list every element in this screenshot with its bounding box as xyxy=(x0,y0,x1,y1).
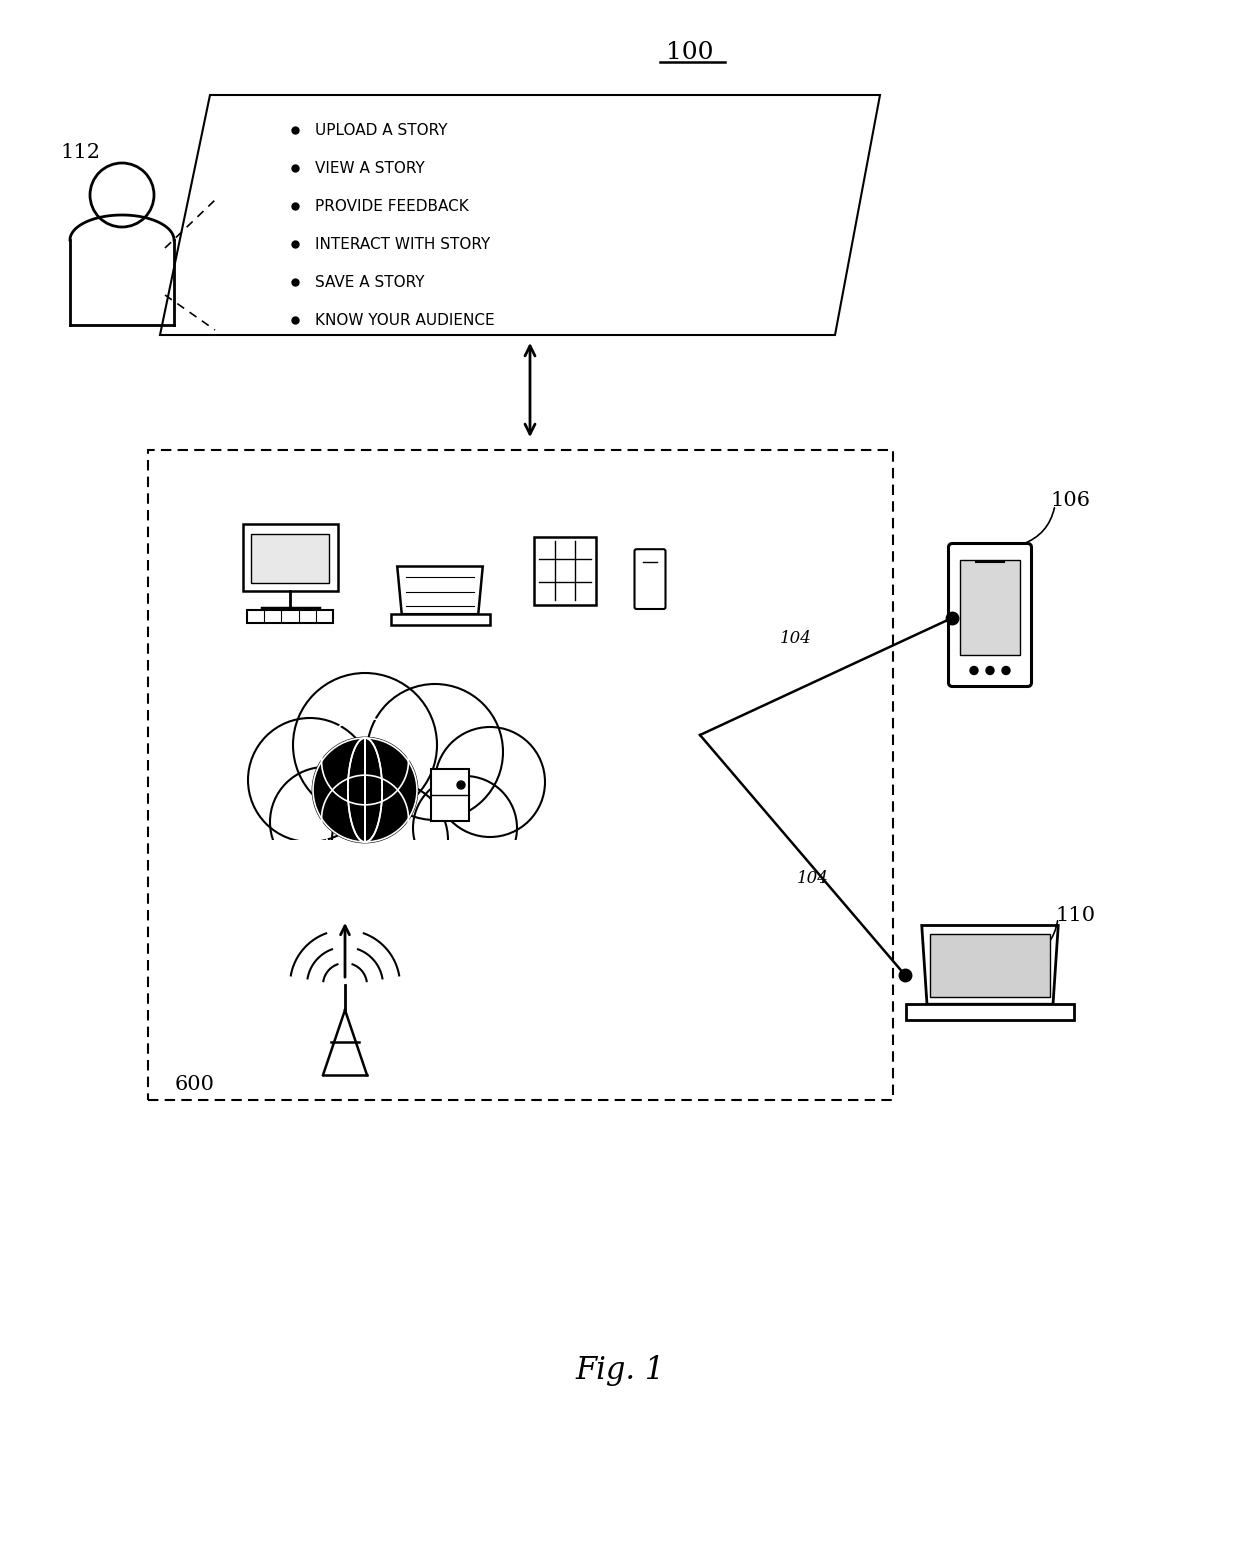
Circle shape xyxy=(413,775,517,880)
Text: VIEW A STORY: VIEW A STORY xyxy=(315,160,425,176)
Text: 110: 110 xyxy=(1055,906,1095,925)
FancyBboxPatch shape xyxy=(906,1004,1074,1020)
Text: INTERACT WITH STORY: INTERACT WITH STORY xyxy=(315,237,490,252)
Circle shape xyxy=(248,718,372,842)
FancyBboxPatch shape xyxy=(930,934,1050,996)
FancyBboxPatch shape xyxy=(960,559,1021,654)
Text: PROVIDE FEEDBACK: PROVIDE FEEDBACK xyxy=(315,198,469,213)
Text: KNOW YOUR AUDIENCE: KNOW YOUR AUDIENCE xyxy=(315,313,495,327)
Circle shape xyxy=(435,727,546,838)
FancyBboxPatch shape xyxy=(949,543,1032,687)
Text: Fig. 1: Fig. 1 xyxy=(575,1355,665,1386)
Text: 600: 600 xyxy=(175,1076,215,1095)
Circle shape xyxy=(970,666,978,674)
Circle shape xyxy=(458,782,465,789)
Circle shape xyxy=(270,768,379,877)
Text: 104: 104 xyxy=(780,629,812,646)
Polygon shape xyxy=(921,925,1058,1004)
FancyBboxPatch shape xyxy=(391,613,490,624)
Text: 112: 112 xyxy=(60,143,100,162)
Circle shape xyxy=(986,666,994,674)
Polygon shape xyxy=(397,567,482,613)
FancyBboxPatch shape xyxy=(243,525,337,590)
Circle shape xyxy=(1002,666,1011,674)
Text: SAVE A STORY: SAVE A STORY xyxy=(315,274,424,290)
FancyBboxPatch shape xyxy=(247,609,332,623)
Circle shape xyxy=(312,738,417,842)
FancyBboxPatch shape xyxy=(635,550,666,609)
FancyBboxPatch shape xyxy=(246,839,556,900)
Text: 104: 104 xyxy=(796,870,828,887)
Circle shape xyxy=(332,782,448,898)
Text: 106: 106 xyxy=(1050,490,1090,509)
FancyBboxPatch shape xyxy=(534,537,596,606)
Circle shape xyxy=(293,673,436,817)
FancyBboxPatch shape xyxy=(250,534,329,582)
Text: UPLOAD A STORY: UPLOAD A STORY xyxy=(315,123,448,137)
Text: 102: 102 xyxy=(490,746,529,764)
Circle shape xyxy=(367,684,503,821)
Polygon shape xyxy=(160,95,880,335)
FancyBboxPatch shape xyxy=(432,769,469,821)
Text: 100: 100 xyxy=(666,40,714,64)
